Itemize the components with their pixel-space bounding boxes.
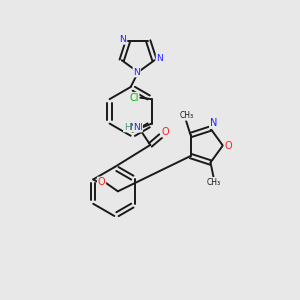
Text: O: O: [224, 140, 232, 151]
Text: N: N: [134, 123, 140, 132]
Text: N: N: [133, 68, 140, 76]
Text: NH: NH: [129, 123, 142, 132]
Text: N: N: [210, 118, 217, 128]
Text: H: H: [124, 123, 130, 132]
Text: CH₃: CH₃: [207, 178, 221, 187]
Text: O: O: [161, 127, 169, 136]
Text: O: O: [98, 177, 105, 188]
Text: Cl: Cl: [129, 93, 139, 103]
Text: N: N: [119, 35, 126, 44]
Text: CH₃: CH₃: [180, 111, 194, 120]
Text: N: N: [157, 54, 163, 63]
